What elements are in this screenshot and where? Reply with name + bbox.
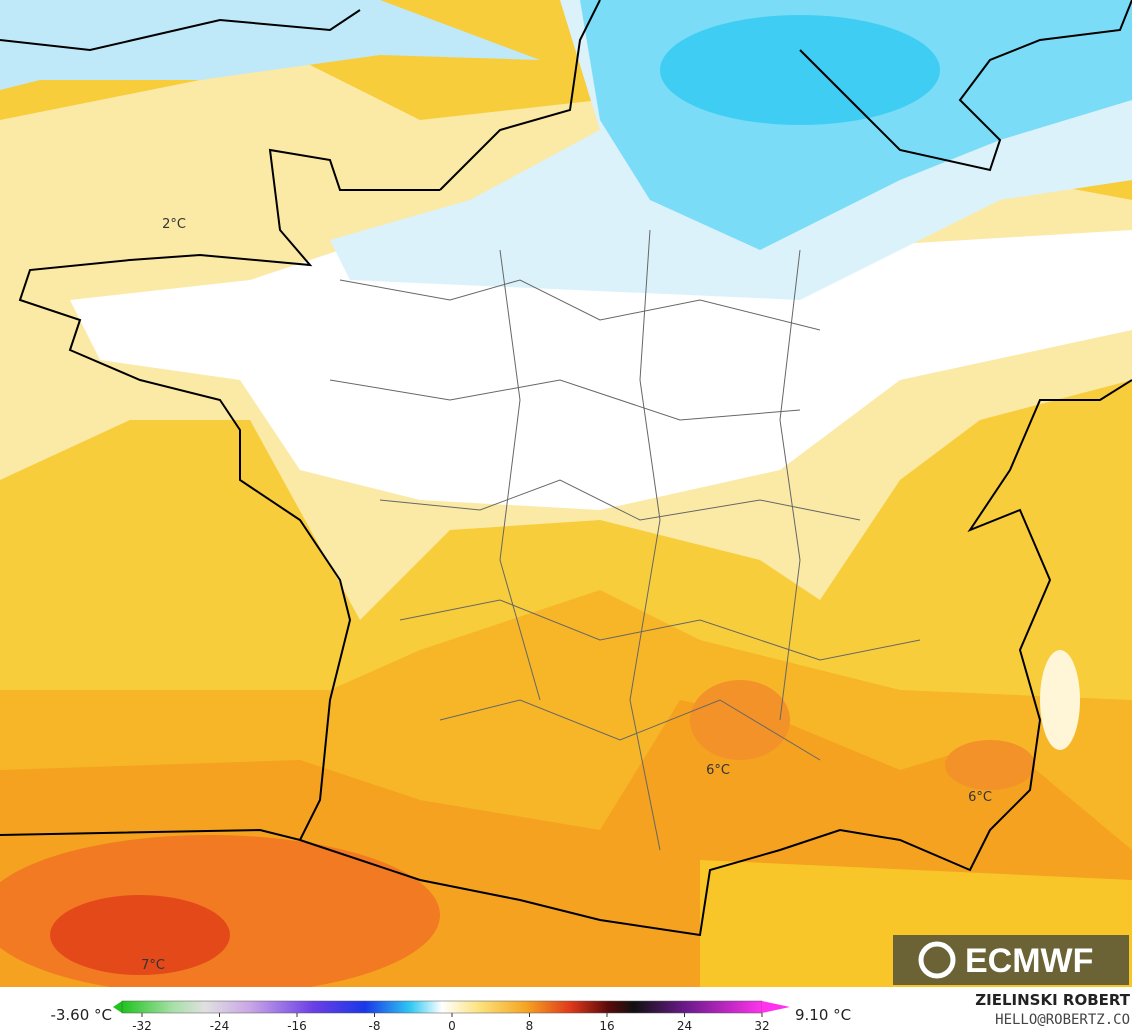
map-label: 7°C <box>141 958 165 973</box>
colorbar-max: 9.10 °C <box>795 1006 851 1024</box>
colorbar-tick-label: -24 <box>210 1019 230 1033</box>
border-national <box>799 0 1132 172</box>
region-borders <box>329 229 921 851</box>
border <box>399 599 921 661</box>
credit-name: ZIELINSKI ROBERT <box>975 991 1130 1009</box>
temperature-field <box>0 0 1132 995</box>
border <box>439 699 821 761</box>
colorbar-tick-label: 24 <box>677 1019 692 1033</box>
coast <box>299 379 1132 937</box>
colorbar-tick-label: 0 <box>448 1019 456 1033</box>
map-label: 6°C <box>968 790 992 805</box>
colorbar-tick-label: -8 <box>369 1019 381 1033</box>
coastlines <box>0 0 1132 937</box>
colorbar-end <box>762 1001 790 1013</box>
coast <box>439 0 601 191</box>
map-label: 2°C <box>162 217 186 232</box>
logo-text: ECMWF <box>965 942 1093 980</box>
map-label: 6°C <box>706 763 730 778</box>
colorbar-bar <box>121 1000 763 1014</box>
colorbar: -32 -24 -16 -8 0 8 16 24 32 <box>113 1000 790 1033</box>
border <box>379 479 861 521</box>
colorbar-min: -3.60 °C <box>50 1006 112 1024</box>
border <box>629 229 661 851</box>
colorbar-tick-label: 8 <box>526 1019 534 1033</box>
field-blue-dark <box>660 15 940 125</box>
field-white <box>70 230 1132 510</box>
coast <box>0 9 361 52</box>
border <box>499 249 541 701</box>
logo-icon <box>918 941 956 979</box>
border <box>339 279 821 331</box>
coast <box>0 148 440 842</box>
field-alps <box>1040 650 1080 750</box>
border <box>329 379 801 421</box>
colorbar-tick-label: 32 <box>754 1019 769 1033</box>
colorbar-end <box>113 1001 122 1013</box>
credit-email: HELLO@ROBERTZ.CO <box>995 1012 1130 1028</box>
logo: ECMWF <box>893 935 1129 985</box>
field-light-blue <box>0 0 540 90</box>
colorbar-tick-label: 16 <box>599 1019 614 1033</box>
colorbar-tick-label: -16 <box>287 1019 307 1033</box>
field-red-dark <box>50 895 230 975</box>
field-spot <box>945 740 1035 790</box>
colorbar-tick-label: -32 <box>132 1019 152 1033</box>
border <box>779 249 801 721</box>
field-spot <box>690 680 790 760</box>
